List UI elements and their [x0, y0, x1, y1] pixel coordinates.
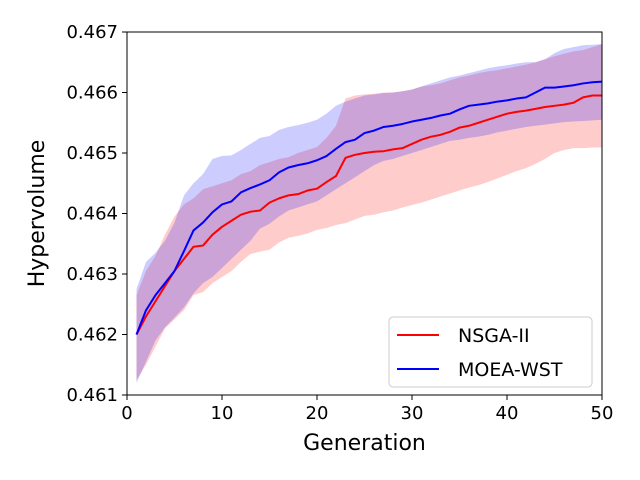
y-tick-label: 0.461 — [66, 385, 118, 406]
x-tick-label: 50 — [591, 403, 614, 424]
legend: NSGA-II MOEA-WST — [388, 316, 593, 388]
x-tick-label: 20 — [306, 403, 329, 424]
band-moea-wst — [136, 44, 602, 383]
x-tick-label: 40 — [496, 403, 519, 424]
x-tick-label: 30 — [401, 403, 424, 424]
legend-box — [388, 316, 593, 388]
legend-label-nsga-ii: NSGA-II — [458, 325, 530, 347]
x-axis-ticks: 0 10 20 30 40 50 — [121, 395, 613, 424]
y-tick-label: 0.466 — [66, 83, 118, 104]
legend-label-moea-wst: MOEA-WST — [458, 359, 563, 381]
y-axis-ticks: 0.461 0.462 0.463 0.464 0.465 0.466 0.467 — [66, 22, 127, 406]
x-axis-title: Generation — [303, 431, 426, 456]
series-lines — [135, 80, 603, 335]
y-tick-label: 0.467 — [66, 22, 118, 43]
y-tick-label: 0.465 — [66, 143, 118, 164]
confidence-bands — [136, 44, 602, 383]
band-nsga-ii — [136, 44, 602, 380]
y-tick-label: 0.464 — [66, 204, 118, 225]
y-axis-title: Hypervolume — [25, 140, 50, 288]
x-tick-label: 0 — [121, 403, 132, 424]
y-tick-label: 0.463 — [66, 264, 118, 285]
y-tick-label: 0.462 — [66, 325, 118, 346]
line-nsga-ii — [135, 94, 602, 335]
x-tick-label: 10 — [211, 403, 234, 424]
line-moea-wst — [135, 80, 603, 335]
